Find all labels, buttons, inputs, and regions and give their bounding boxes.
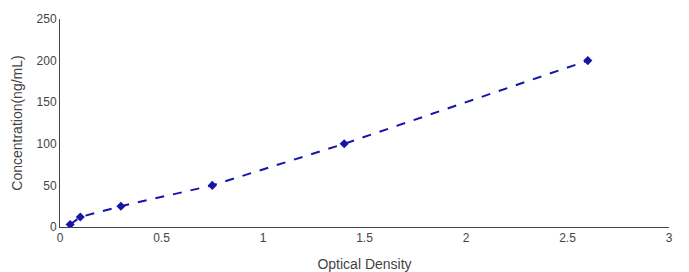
svg-text:Concentration(ng/mL): Concentration(ng/mL) (9, 55, 25, 190)
svg-text:Optical Density: Optical Density (317, 256, 411, 272)
svg-text:0.5: 0.5 (153, 231, 170, 245)
svg-text:2: 2 (463, 231, 470, 245)
svg-text:150: 150 (37, 95, 57, 109)
svg-text:1.5: 1.5 (356, 231, 373, 245)
svg-text:100: 100 (37, 137, 57, 151)
svg-text:200: 200 (37, 54, 57, 68)
svg-text:250: 250 (37, 12, 57, 26)
svg-text:50: 50 (43, 179, 57, 193)
svg-text:0: 0 (57, 231, 64, 245)
svg-text:0: 0 (50, 220, 57, 234)
svg-text:3: 3 (666, 231, 673, 245)
svg-text:1: 1 (260, 231, 267, 245)
svg-text:2.5: 2.5 (559, 231, 576, 245)
